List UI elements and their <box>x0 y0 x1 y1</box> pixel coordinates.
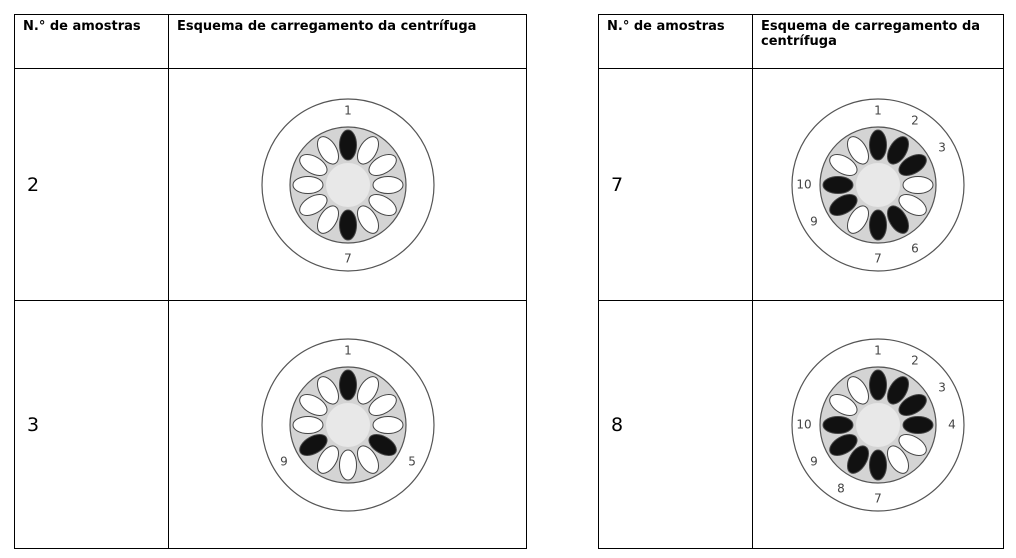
tube <box>898 153 927 176</box>
position-label: 5 <box>408 454 416 468</box>
tube <box>298 153 328 176</box>
header-cell: N.° de amostras <box>14 14 169 69</box>
position-label: 3 <box>938 380 946 394</box>
position-label: 4 <box>948 417 956 431</box>
tube <box>886 204 910 234</box>
tube <box>869 449 887 480</box>
tube <box>338 209 357 240</box>
cell: 7 <box>598 68 753 301</box>
cell: 8 <box>598 300 753 549</box>
diagram-cell: 1 9 5 <box>168 300 527 549</box>
header-cell: N.° de amostras <box>598 14 753 69</box>
tube <box>829 433 858 456</box>
tube <box>886 135 910 165</box>
tube <box>846 204 870 234</box>
tube <box>898 193 927 216</box>
diagram-cell: 1 2 3 4 10 9 8 7 <box>752 300 1004 549</box>
tube <box>367 393 397 416</box>
tube <box>356 135 379 165</box>
table: N.° de amostras Esquema de carregamento d… <box>14 14 527 549</box>
tube <box>902 175 934 194</box>
tube <box>298 393 328 416</box>
tube <box>902 415 934 434</box>
tube <box>367 193 397 216</box>
position-label: 1 <box>344 343 352 357</box>
tube <box>338 369 357 400</box>
diagram-cell: 1 2 3 10 9 7 6 <box>752 68 1004 301</box>
cell: 2 <box>14 68 169 301</box>
tube <box>367 433 397 456</box>
rotor-diagram: 1 2 3 10 9 7 6 <box>791 97 965 272</box>
position-label: 3 <box>938 140 946 154</box>
tube <box>846 375 870 405</box>
tube <box>292 175 323 194</box>
tube <box>372 415 403 434</box>
tube <box>338 449 357 480</box>
tube <box>846 135 870 165</box>
position-label: 7 <box>344 251 352 265</box>
position-label: 2 <box>911 113 919 127</box>
rotor-center <box>325 162 370 207</box>
tube <box>869 209 887 240</box>
rotor-diagram: 17 <box>260 97 435 272</box>
position-label: 1 <box>874 343 882 357</box>
tube <box>886 375 910 405</box>
rotor-diagram: 1 2 3 4 10 9 8 7 <box>791 337 965 512</box>
position-label: 9 <box>280 454 288 468</box>
header-cell: Esquema de carregamento da centrífuga <box>752 14 1004 69</box>
tube <box>356 375 379 405</box>
tube <box>822 175 854 194</box>
position-label: 6 <box>911 241 919 255</box>
position-label: 7 <box>874 491 882 505</box>
tube <box>316 375 339 405</box>
tube <box>846 444 870 474</box>
position-label: 2 <box>911 353 919 367</box>
tube <box>367 153 397 176</box>
tube <box>298 433 328 456</box>
tube <box>898 393 927 416</box>
tube <box>829 393 858 416</box>
rotor-center <box>325 402 370 447</box>
tube <box>316 204 339 234</box>
header-cell: Esquema de carregamento da centrífuga <box>168 14 527 69</box>
tube <box>829 193 858 216</box>
position-label: 1 <box>874 103 882 117</box>
tube <box>298 193 328 216</box>
tube <box>338 129 357 160</box>
tube <box>292 415 323 434</box>
rotor-diagram: 1 9 5 <box>260 337 435 512</box>
tube <box>898 433 927 456</box>
position-label: 9 <box>810 214 818 228</box>
tube <box>822 415 854 434</box>
tube <box>869 369 887 400</box>
tube <box>316 444 339 474</box>
position-label: 7 <box>874 251 882 265</box>
rotor-center <box>856 402 900 447</box>
tube <box>316 135 339 165</box>
rotor-center <box>856 162 900 207</box>
position-label: 1 <box>344 103 352 117</box>
tube <box>869 129 887 160</box>
cell: 3 <box>14 300 169 549</box>
tube <box>372 175 403 194</box>
tube <box>829 153 858 176</box>
tube <box>356 444 379 474</box>
tube <box>886 444 910 474</box>
position-label: 9 <box>810 454 818 468</box>
position-label: 10 <box>796 417 811 431</box>
position-label: 10 <box>796 177 811 191</box>
tube <box>356 204 379 234</box>
position-label: 8 <box>837 481 845 495</box>
table: N.° de amostras Esquema de carregamento d… <box>598 14 1004 549</box>
